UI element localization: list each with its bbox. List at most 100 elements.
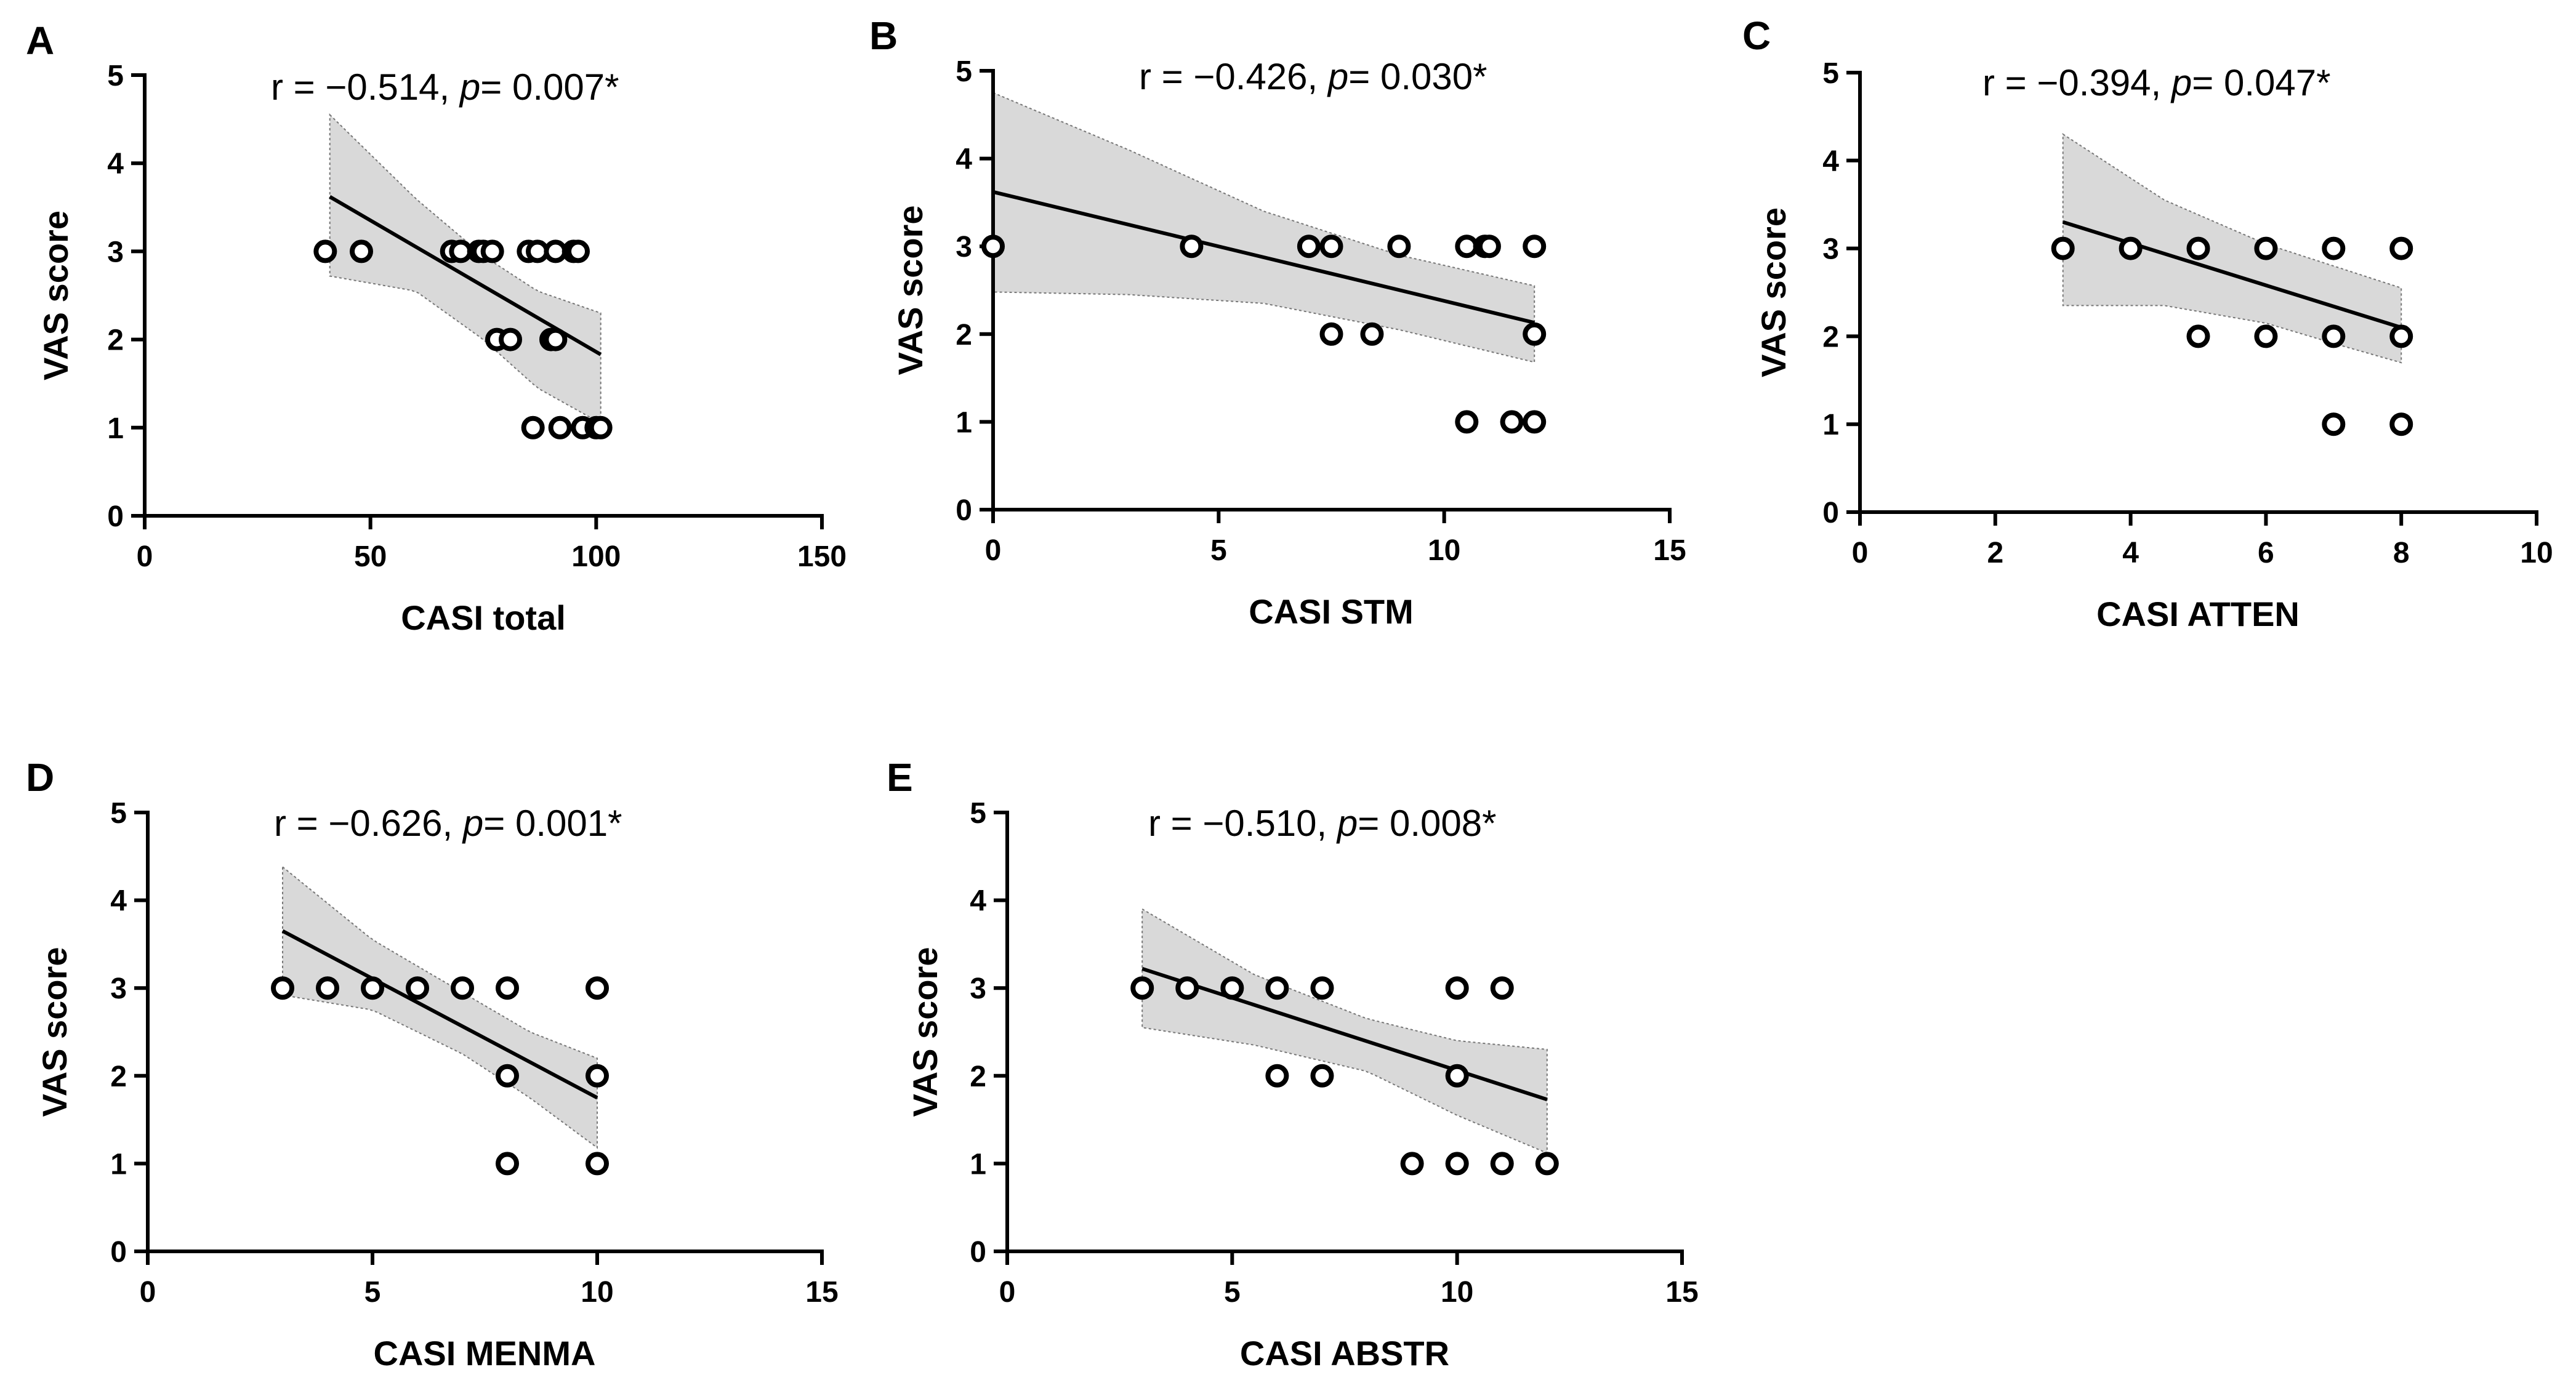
- x-tick-label: 4: [2122, 537, 2139, 569]
- data-point: [1490, 1152, 1514, 1176]
- data-point: [1130, 976, 1154, 1000]
- y-tick-label: 2: [970, 1061, 986, 1093]
- data-point: [544, 327, 568, 351]
- p-value: = 0.001*: [483, 803, 622, 844]
- p-symbol: p: [1336, 803, 1358, 844]
- y-axis-label: VAS score: [906, 947, 944, 1117]
- x-tick-label: 5: [364, 1276, 381, 1309]
- y-tick-label: 1: [1822, 409, 1839, 441]
- x-tick-label: 5: [1224, 1276, 1241, 1309]
- r-value: r = −0.514,: [271, 66, 460, 108]
- x-tick-label: 0: [140, 1276, 156, 1309]
- y-tick-label: 4: [970, 885, 986, 918]
- x-tick-label: 10: [2520, 537, 2553, 569]
- data-point: [350, 239, 373, 263]
- data-point: [406, 976, 429, 1000]
- data-point: [1445, 1064, 1469, 1088]
- data-point: [2254, 324, 2278, 348]
- confidence-band: [1141, 908, 1548, 1154]
- x-tick-label: 150: [797, 540, 847, 573]
- data-point: [586, 1064, 609, 1088]
- y-tick-label: 1: [956, 406, 972, 439]
- data-point: [1297, 235, 1321, 259]
- data-point: [361, 976, 384, 1000]
- x-tick-label: 0: [999, 1276, 1016, 1309]
- panel-letter: B: [869, 14, 898, 58]
- panel-letter: E: [887, 755, 913, 800]
- data-point: [2322, 412, 2346, 436]
- data-point: [521, 415, 545, 439]
- y-tick-label: 4: [110, 885, 127, 918]
- p-symbol: p: [2170, 62, 2192, 103]
- data-point: [589, 415, 613, 439]
- x-tick-label: 2: [1987, 537, 2003, 569]
- y-tick-label: 4: [956, 143, 972, 176]
- data-point: [2254, 236, 2278, 260]
- data-point: [1310, 1064, 1334, 1088]
- data-point: [1455, 410, 1479, 434]
- y-tick-label: 5: [107, 60, 124, 92]
- data-point: [1387, 235, 1411, 259]
- data-point: [1360, 322, 1384, 346]
- confidence-band: [2062, 133, 2402, 364]
- y-tick-label: 3: [110, 973, 127, 1005]
- x-tick-label: 50: [354, 540, 387, 573]
- data-point: [2322, 324, 2346, 348]
- panel-letter: D: [26, 755, 54, 800]
- y-axis-label: VAS score: [891, 206, 930, 375]
- y-tick-label: 1: [110, 1148, 127, 1181]
- y-tick-label: 3: [956, 231, 972, 263]
- data-point: [480, 239, 504, 263]
- y-tick-label: 3: [107, 236, 124, 268]
- y-tick-label: 1: [107, 412, 124, 445]
- y-tick-label: 0: [1822, 497, 1839, 529]
- correlation-annotation: r = −0.626, p= 0.001*: [274, 803, 622, 844]
- y-axis-label: VAS score: [36, 211, 75, 380]
- data-point: [1400, 1152, 1424, 1176]
- correlation-annotation: r = −0.426, p= 0.030*: [1139, 56, 1487, 97]
- y-tick-label: 0: [107, 500, 124, 533]
- data-point: [1523, 235, 1547, 259]
- panel-letter: A: [26, 18, 54, 63]
- data-point: [1265, 976, 1289, 1000]
- data-point: [499, 327, 522, 351]
- data-point: [2186, 236, 2210, 260]
- x-tick-label: 10: [1428, 534, 1460, 567]
- p-symbol: p: [459, 66, 480, 108]
- data-point: [1523, 322, 1547, 346]
- y-tick-label: 5: [110, 797, 127, 830]
- x-axis-label: CASI STM: [1249, 592, 1414, 631]
- x-tick-label: 0: [1852, 537, 1869, 569]
- correlation-annotation: r = −0.510, p= 0.008*: [1148, 803, 1496, 844]
- data-point: [1180, 235, 1204, 259]
- panel-c: 0 1 2 3 4 5 0 2 4 6 8 10 CASI ATTEN VAS score Cr = −0.…: [1742, 14, 2553, 633]
- data-point: [566, 239, 590, 263]
- regression-line: [992, 190, 1535, 325]
- data-point: [2119, 236, 2143, 260]
- correlation-annotation: r = −0.514, p= 0.007*: [271, 66, 619, 108]
- data-point: [1310, 976, 1334, 1000]
- data-point: [496, 976, 519, 1000]
- y-tick-label: 0: [970, 1236, 986, 1269]
- data-point: [451, 976, 474, 1000]
- y-tick-label: 5: [956, 55, 972, 88]
- panel-e: 0 1 2 3 4 5 0 5 10 15 CASI ABSTR VAS score Er = −0.5…: [887, 755, 1699, 1373]
- data-point: [2389, 236, 2413, 260]
- data-point: [1445, 976, 1469, 1000]
- r-value: r = −0.426,: [1139, 56, 1328, 97]
- y-tick-label: 1: [970, 1148, 986, 1181]
- panel-letter: C: [1742, 14, 1771, 58]
- data-point: [1319, 322, 1343, 346]
- correlation-annotation: r = −0.394, p= 0.047*: [1982, 62, 2330, 103]
- r-value: r = −0.510,: [1148, 803, 1337, 844]
- p-value: = 0.047*: [2192, 62, 2330, 103]
- p-symbol: p: [1327, 56, 1348, 97]
- data-point: [2389, 324, 2413, 348]
- y-axis-label: VAS score: [35, 947, 74, 1117]
- data-point: [1535, 1152, 1559, 1176]
- y-tick-label: 2: [956, 319, 972, 351]
- r-value: r = −0.626,: [274, 803, 463, 844]
- confidence-band: [992, 92, 1536, 363]
- x-tick-label: 5: [1210, 534, 1227, 567]
